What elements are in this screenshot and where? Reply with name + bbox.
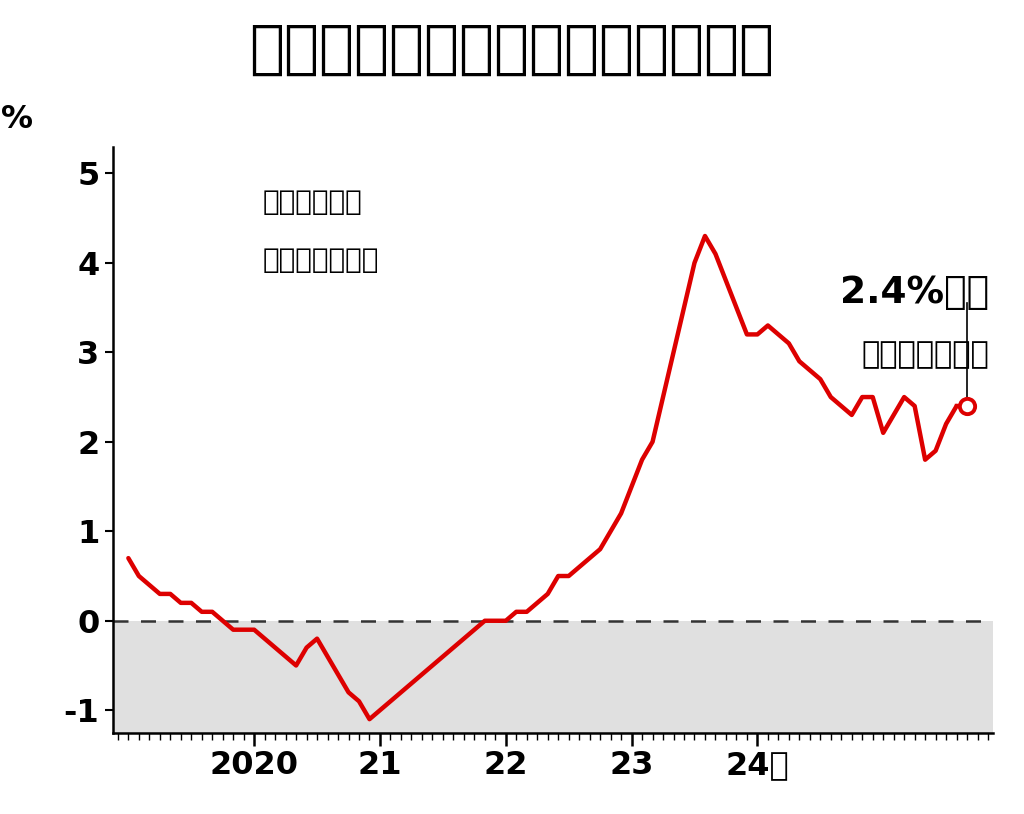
Text: 前年同月比、: 前年同月比、 <box>262 187 362 216</box>
Text: 生鮮食品を除く: 生鮮食品を除く <box>262 246 379 274</box>
Text: （中旬速報値）: （中旬速報値） <box>861 340 989 369</box>
Text: %: % <box>1 104 34 135</box>
Text: 都区部消費者物価指数の月別推移: 都区部消費者物価指数の月別推移 <box>250 20 774 77</box>
Text: 2.4%上昇: 2.4%上昇 <box>840 275 989 312</box>
Bar <box>113 621 993 733</box>
